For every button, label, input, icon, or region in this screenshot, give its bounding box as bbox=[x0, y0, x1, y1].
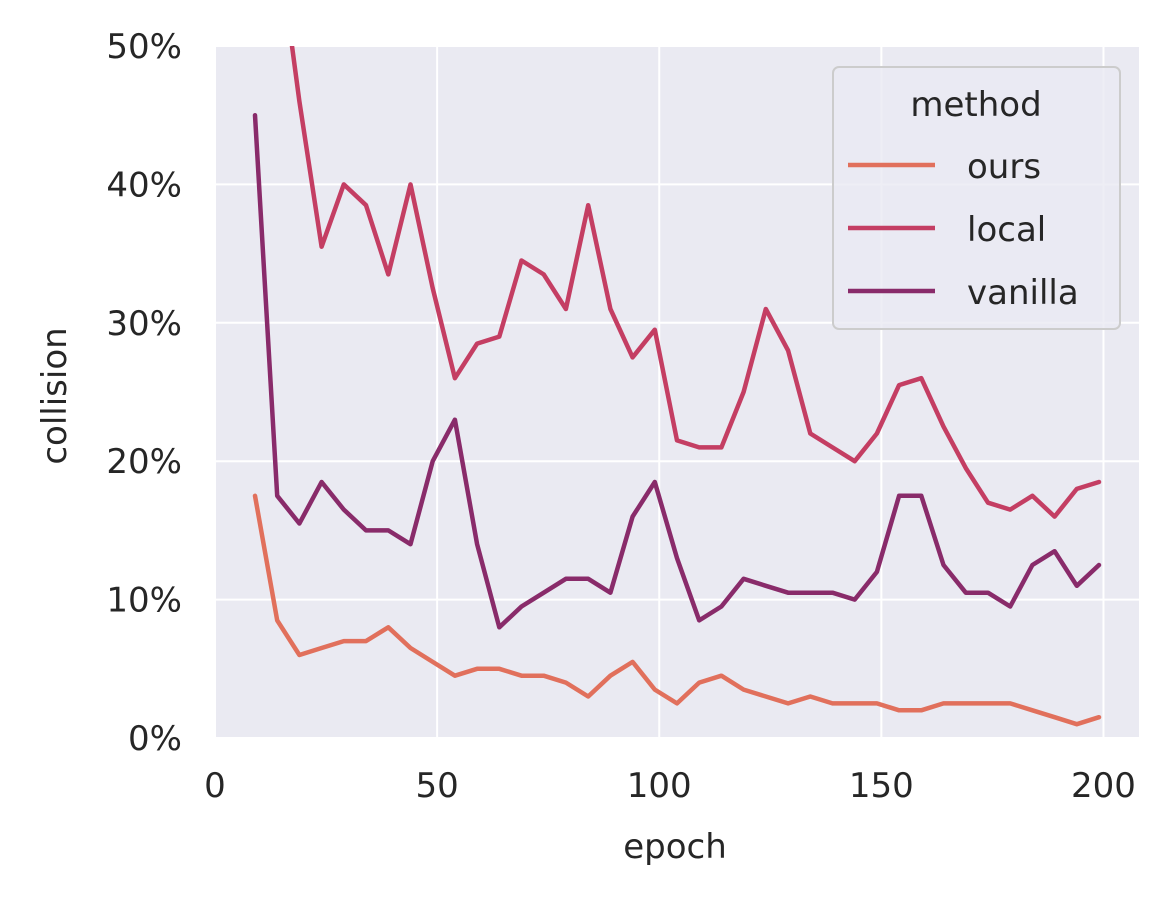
y-tick-label: 20% bbox=[106, 442, 182, 482]
x-axis-label: epoch bbox=[623, 827, 727, 867]
y-tick-label: 40% bbox=[106, 165, 182, 205]
y-tick-label: 10% bbox=[106, 581, 182, 621]
y-tick-labels: 0% 10% 20% 30% 40% 50% bbox=[106, 27, 182, 759]
x-tick-label: 100 bbox=[627, 766, 692, 806]
x-tick-labels: 0 50 100 150 200 bbox=[204, 766, 1136, 806]
legend-label-vanilla: vanilla bbox=[967, 273, 1079, 313]
legend-box bbox=[832, 66, 1121, 330]
series-line-ours bbox=[252, 493, 1102, 727]
y-tick-label: 50% bbox=[106, 27, 182, 67]
y-tick-label: 0% bbox=[128, 719, 182, 759]
legend-label-local: local bbox=[967, 210, 1046, 250]
x-tick-label: 200 bbox=[1071, 766, 1136, 806]
x-tick-label: 50 bbox=[415, 766, 458, 806]
legend: method ours local vanilla bbox=[832, 66, 1121, 330]
x-tick-label: 0 bbox=[204, 766, 226, 806]
series-line-local bbox=[289, 46, 1102, 519]
y-tick-label: 30% bbox=[106, 304, 182, 344]
x-tick-label: 150 bbox=[849, 766, 914, 806]
series-lines bbox=[252, 46, 1102, 727]
series-line-vanilla bbox=[252, 112, 1102, 630]
y-axis-label: collision bbox=[35, 327, 75, 464]
legend-label-ours: ours bbox=[967, 147, 1041, 187]
legend-title: method bbox=[910, 85, 1041, 125]
